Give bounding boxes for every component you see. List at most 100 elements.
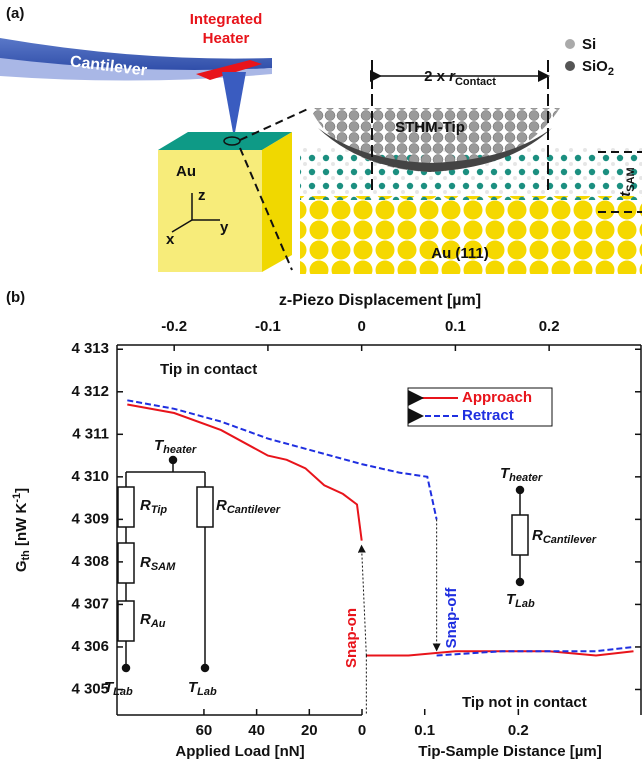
text-part: R: [140, 497, 151, 514]
contact-label: 2 x rContact: [424, 68, 496, 88]
x-tick-label: 0.1: [445, 318, 466, 335]
x-tick-label: 60: [196, 722, 213, 739]
y-tick-label: 4 306: [71, 638, 109, 655]
heater-label: Heater: [203, 30, 250, 47]
text-part: 2 x: [424, 68, 449, 85]
x-tick-label: -0.1: [255, 318, 281, 335]
axis-label: x: [166, 231, 175, 248]
substrate-label: Au (111): [431, 245, 489, 262]
text-part: Lab: [515, 598, 535, 610]
circuit-label: TLab: [188, 679, 217, 698]
annotation: Tip in contact: [160, 361, 257, 378]
au-label: Au: [176, 163, 196, 180]
circuit-label: RCantilever: [532, 527, 597, 546]
resistor: [118, 601, 134, 641]
legend-label: Retract: [462, 407, 514, 424]
figure: (a) Integrated Heater Cantilever Au z y …: [0, 0, 642, 767]
load-axis-title: Applied Load [nN]: [175, 743, 304, 760]
legend-dot: [565, 61, 575, 71]
x-tick-label: 0: [357, 318, 365, 335]
y-tick-label: 4 307: [71, 595, 109, 612]
text-part: -1: [11, 493, 23, 503]
resistor: [118, 487, 134, 527]
x-tick-label: 0.2: [539, 318, 560, 335]
legend-label: Approach: [462, 389, 532, 406]
text-part: Cantilever: [543, 534, 597, 546]
y-tick-label: 4 311: [72, 425, 109, 442]
panel-label: (b): [6, 289, 25, 306]
x-tick-label: 0: [358, 722, 366, 739]
x-tick-label: 0.1: [414, 722, 435, 739]
text-part: [nW K: [13, 502, 30, 550]
resistor: [118, 543, 134, 583]
gold-substrate: [300, 196, 642, 274]
panel-b: (b) z-Piezo Displacement [µm] Gth [nW K-…: [6, 289, 641, 760]
x-axis-title: z-Piezo Displacement [µm]: [279, 292, 481, 309]
legend-dot: [565, 39, 575, 49]
y-tick-label: 4 309: [71, 510, 109, 527]
annotation: Snap-on: [343, 608, 360, 668]
circuit-label: RSAM: [140, 554, 176, 573]
text-part: 2: [608, 66, 614, 78]
series-line: [127, 405, 633, 656]
series-line: [127, 400, 633, 655]
text-part: Au: [150, 618, 166, 630]
legend-label: SiO2: [582, 58, 614, 78]
x-tick-label: 40: [248, 722, 265, 739]
y-tick-label: 4 310: [71, 468, 109, 485]
node: [517, 579, 524, 586]
circuit-label: RAu: [140, 611, 166, 630]
y-tick-label: 4 305: [71, 680, 109, 697]
panel-label: (a): [6, 5, 24, 22]
tip: [222, 72, 246, 138]
text-part: heater: [163, 444, 197, 456]
text-part: R: [140, 611, 151, 628]
text-part: Contact: [455, 76, 496, 88]
text-part: G: [13, 560, 30, 572]
circuit-label: TLab: [506, 591, 535, 610]
circuit-label: RCantilever: [216, 497, 281, 516]
node: [202, 665, 209, 672]
circuit-label: Theater: [500, 465, 543, 484]
legend-label: Si: [582, 36, 596, 53]
resistor: [197, 487, 213, 527]
text-part: R: [216, 497, 227, 514]
node: [517, 487, 524, 494]
axis-label: y: [220, 219, 229, 236]
text-part: Tip: [151, 504, 168, 516]
heater-label: Integrated: [190, 11, 263, 28]
text-part: th: [20, 550, 32, 561]
node: [170, 457, 177, 464]
text-part: ]: [13, 488, 30, 493]
node: [123, 665, 130, 672]
y-tick-label: 4 308: [71, 553, 109, 570]
distance-axis-title: Tip-Sample Distance [µm]: [418, 743, 601, 760]
resistor: [512, 515, 528, 555]
cube-side: [262, 132, 292, 272]
y-tick-label: 4 312: [71, 383, 109, 400]
text-part: SAM: [151, 561, 176, 573]
circuit: [118, 457, 528, 672]
panel-a: (a) Integrated Heater Cantilever Au z y …: [0, 5, 642, 274]
text-part: SiO: [582, 58, 608, 75]
y-axis-title: Gth [nW K-1]: [11, 488, 32, 572]
circuit-label: Theater: [154, 437, 197, 456]
x-tick-label: -0.2: [161, 318, 187, 335]
annotation: Tip not in contact: [462, 694, 587, 711]
text-part: heater: [509, 472, 543, 484]
text-part: Cantilever: [227, 504, 281, 516]
cube-front: [158, 150, 262, 272]
text-part: R: [532, 527, 543, 544]
x-tick-label: 20: [301, 722, 318, 739]
tip-label: STHM-Tip: [395, 119, 465, 136]
y-tick-label: 4 313: [71, 340, 109, 357]
text-part: R: [140, 554, 151, 571]
text-part: SAM: [625, 167, 637, 191]
x-tick-label: 0.2: [508, 722, 529, 739]
text-part: Lab: [113, 686, 133, 698]
circuit-label: RTip: [140, 497, 167, 516]
axis-label: z: [198, 187, 206, 204]
snap-arrow: [362, 549, 367, 656]
annotation: Snap-off: [443, 587, 460, 649]
text-part: Lab: [197, 686, 217, 698]
